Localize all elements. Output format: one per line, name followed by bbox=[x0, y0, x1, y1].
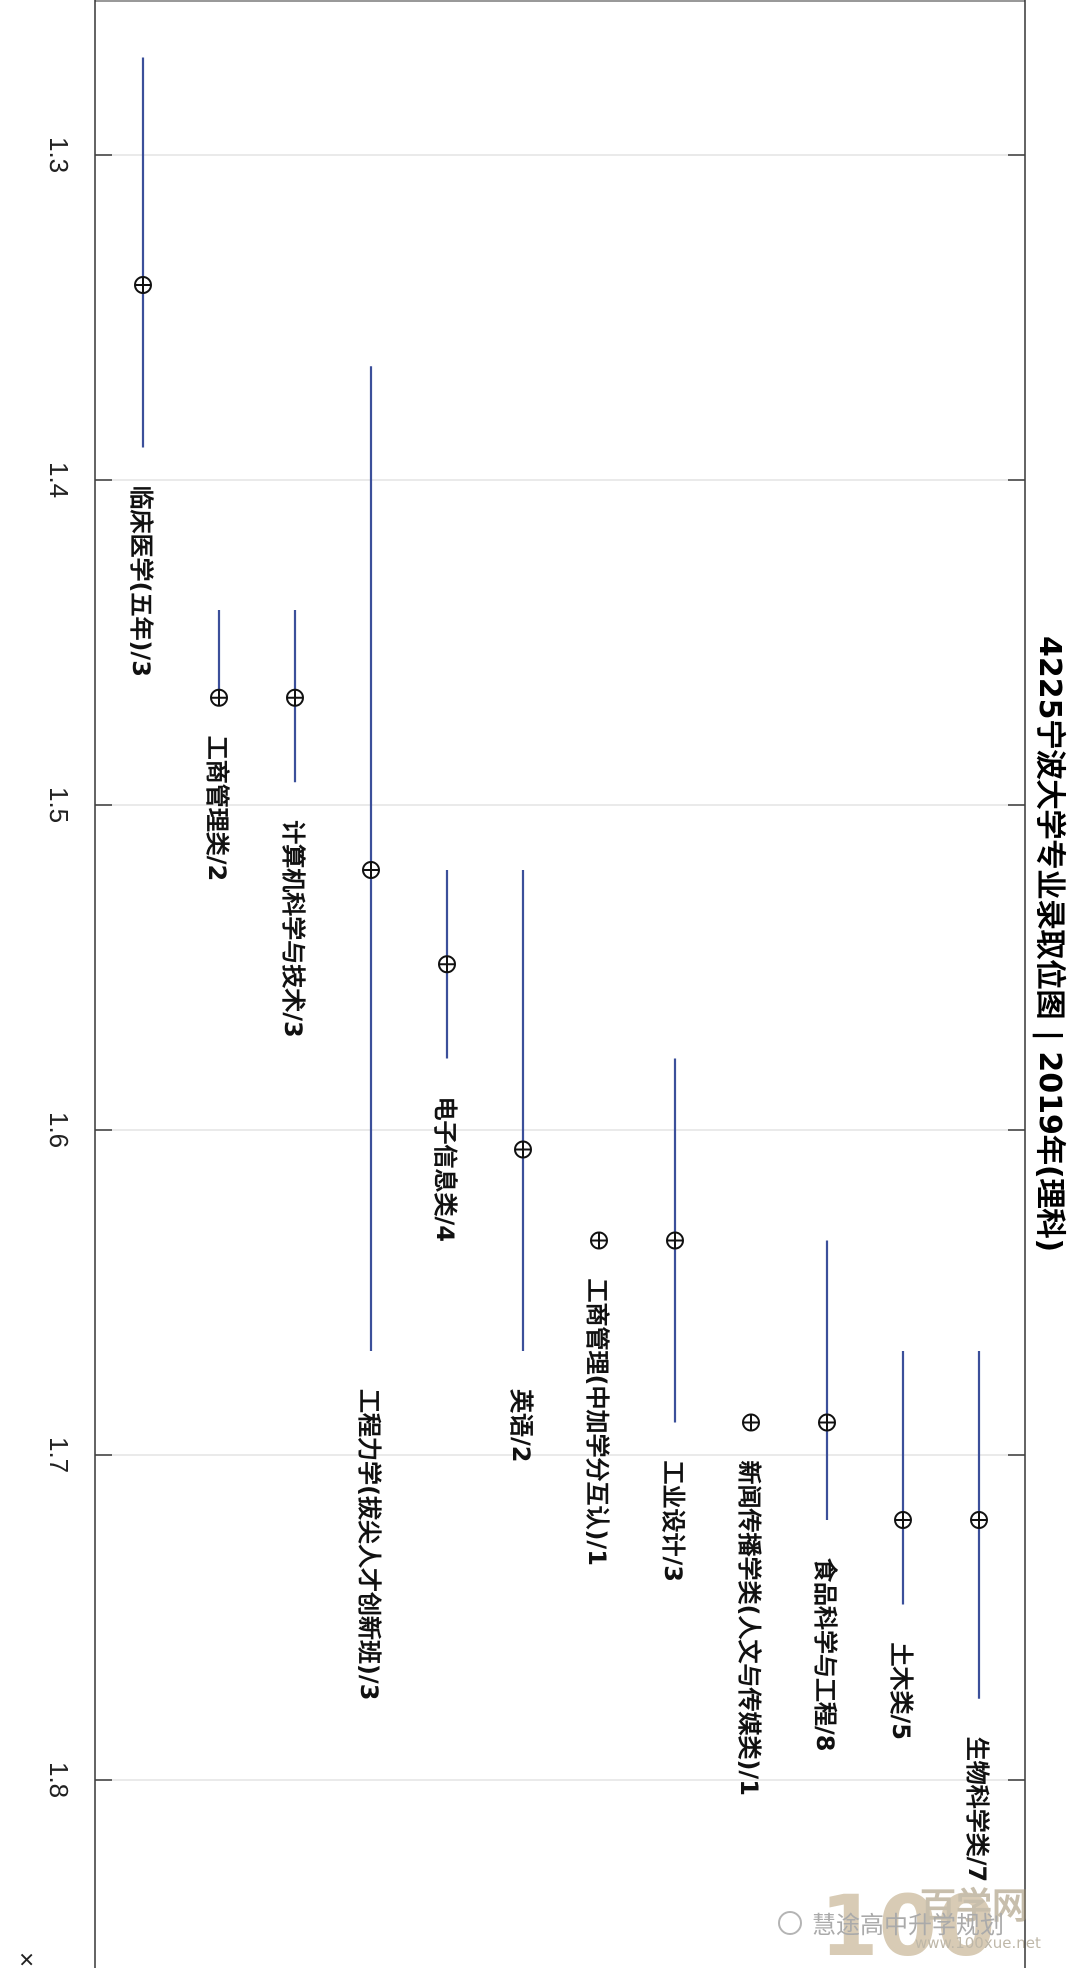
value-tick-label: 1.7 bbox=[44, 1437, 74, 1473]
watermark-url: www.100xue.net bbox=[915, 1934, 1041, 1952]
category-label: 生物科学类/7 bbox=[963, 1737, 991, 1882]
wechat-icon bbox=[778, 1911, 802, 1935]
value-axis-ticks: 1.3 1.4 1.5 1.6 1.7 1.8 bbox=[44, 137, 1025, 1798]
chart-title: 4225宁波大学专业录取位图 | 2019年(理科) bbox=[1032, 636, 1067, 1252]
watermark: 100 百学网 www.100xue.net 慧途高中升学规划 bbox=[778, 1877, 1041, 1968]
category-label: 工程力学(拔尖人才创新班)/3 bbox=[355, 1389, 383, 1700]
category-label: 临床医学(五年)/3 bbox=[127, 486, 155, 677]
watermark-title: 百学网 bbox=[920, 1885, 1028, 1927]
category-label: 英语/2 bbox=[507, 1389, 535, 1462]
category-label: 工商管理(中加学分互认)/1 bbox=[583, 1279, 611, 1566]
watermark-wechat-name: 慧途高中升学规划 bbox=[812, 1911, 1004, 1939]
category-label: 新闻传播学类(人文与传媒类)/1 bbox=[735, 1461, 763, 1796]
category-label: 土木类/5 bbox=[887, 1643, 915, 1740]
value-tick-label: 1.6 bbox=[44, 1112, 74, 1148]
data-marks bbox=[134, 57, 988, 1699]
category-labels: 临床医学(五年)/3 工商管理类/2 计算机科学与技术/3 工程力学(拔尖人才创新班)… bbox=[127, 486, 991, 1883]
value-tick-label: 1.8 bbox=[44, 1762, 74, 1798]
watermark-badge: 100 bbox=[820, 1877, 995, 1968]
value-tick-label: 1.5 bbox=[44, 787, 74, 823]
value-tick-label: 1.3 bbox=[44, 137, 74, 173]
value-tick-label: 1.4 bbox=[44, 462, 74, 498]
category-label: 计算机科学与技术/3 bbox=[279, 820, 307, 1037]
gridlines bbox=[95, 154, 1025, 1781]
category-label: 食品科学与工程/8 bbox=[811, 1558, 839, 1751]
category-label: 电子信息类/4 bbox=[431, 1097, 459, 1242]
value-axis-multiplier: ×10⁴ bbox=[12, 1952, 42, 1968]
category-label: 工商管理类/2 bbox=[203, 736, 231, 881]
category-label: 工业设计/3 bbox=[659, 1461, 687, 1582]
